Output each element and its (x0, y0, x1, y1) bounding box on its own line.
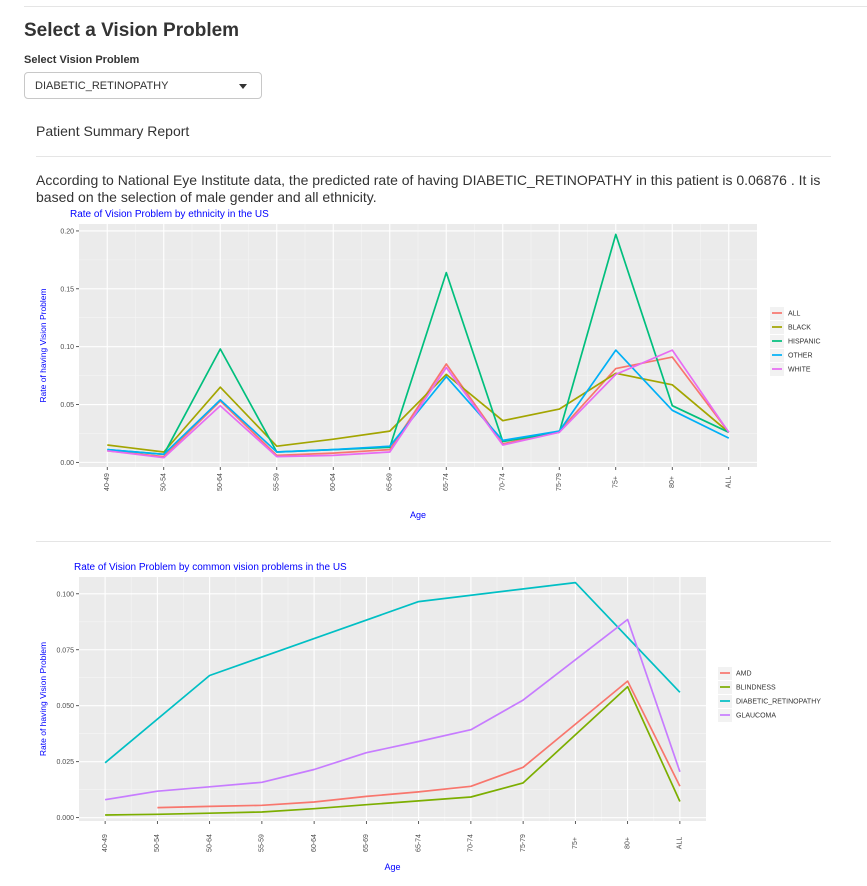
report-divider (36, 156, 831, 157)
y-tick-label: 0.10 (60, 344, 74, 351)
x-tick-label: 50-54 (161, 473, 168, 491)
x-tick-label: 75+ (572, 837, 579, 849)
series-line-other (107, 349, 730, 456)
legend-label: BLACK (788, 325, 811, 332)
legend-label: WHITE (788, 367, 811, 374)
x-tick-label: 65-69 (387, 473, 394, 491)
chart-title: Rate of Vision Problem by ethnicity in t… (70, 209, 269, 220)
series-line-blindness (105, 685, 681, 816)
x-tick-label: 65-74 (443, 473, 450, 491)
x-tick-label: 50-54 (154, 834, 161, 852)
report-title: Patient Summary Report (36, 123, 190, 139)
x-tick-label: 70-74 (500, 473, 507, 491)
x-axis-label: Age (410, 510, 426, 520)
charts-divider (36, 541, 831, 542)
x-tick-label: 65-74 (415, 834, 422, 852)
x-tick-label: 80+ (669, 476, 676, 488)
series-line-hispanic (107, 233, 730, 456)
legend-label: BLINDNESS (736, 685, 776, 692)
y-tick-label: 0.100 (56, 591, 74, 598)
x-tick-label: 55-59 (274, 473, 281, 491)
x-tick-label: 80+ (624, 837, 631, 849)
x-tick-label: 50-64 (217, 473, 224, 491)
x-tick-label: 40-49 (102, 834, 109, 852)
x-tick-label: 75-79 (520, 834, 527, 852)
x-tick-label: ALL (726, 476, 733, 489)
x-axis-label: Age (384, 862, 400, 872)
x-tick-label: 60-64 (330, 473, 337, 491)
series-line-diabetic-retinopathy (104, 581, 681, 764)
legend-label: ALL (788, 311, 801, 318)
legend-label: GLAUCOMA (736, 713, 776, 720)
x-tick-label: 70-74 (468, 834, 475, 852)
series-line-all (107, 356, 730, 458)
y-tick-label: 0.075 (56, 647, 74, 654)
x-tick-label: 75-79 (556, 473, 563, 491)
legend-label: OTHER (788, 353, 813, 360)
legend-label: HISPANIC (788, 339, 821, 346)
select-label: Select Vision Problem (24, 54, 140, 66)
x-tick-label: ALL (677, 837, 684, 850)
top-divider (24, 6, 867, 7)
report-summary: According to National Eye Institute data… (36, 172, 821, 205)
y-axis-label: Rate of having Vision Problem (38, 642, 48, 756)
y-tick-label: 0.000 (56, 815, 74, 822)
x-tick-label: 55-59 (259, 834, 266, 852)
x-tick-label: 60-64 (311, 834, 318, 852)
y-tick-label: 0.15 (60, 286, 74, 293)
chart-title: Rate of Vision Problem by common vision … (74, 562, 347, 573)
y-tick-label: 0.05 (60, 402, 74, 409)
chevron-down-icon (239, 84, 247, 89)
series-line-amd (157, 680, 681, 809)
page-title: Select a Vision Problem (24, 20, 240, 41)
y-tick-label: 0.025 (56, 759, 74, 766)
y-tick-label: 0.00 (60, 460, 74, 467)
legend-label: DIABETIC_RETINOPATHY (736, 699, 821, 706)
series-line-white (107, 349, 730, 459)
series-line-black (107, 372, 730, 453)
x-tick-label: 75+ (613, 476, 620, 488)
series-line-glaucoma (104, 618, 681, 801)
x-tick-label: 50-64 (206, 834, 213, 852)
y-tick-label: 0.050 (56, 703, 74, 710)
select-value: DIABETIC_RETINOPATHY (35, 80, 169, 92)
x-tick-label: 40-49 (104, 473, 111, 491)
x-tick-label: 65-69 (363, 834, 370, 852)
y-axis-label: Rate of having Vision Problem (38, 288, 48, 402)
vision-problem-select[interactable]: DIABETIC_RETINOPATHY (24, 72, 262, 99)
y-tick-label: 0.20 (60, 228, 74, 235)
legend-label: AMD (736, 671, 752, 678)
